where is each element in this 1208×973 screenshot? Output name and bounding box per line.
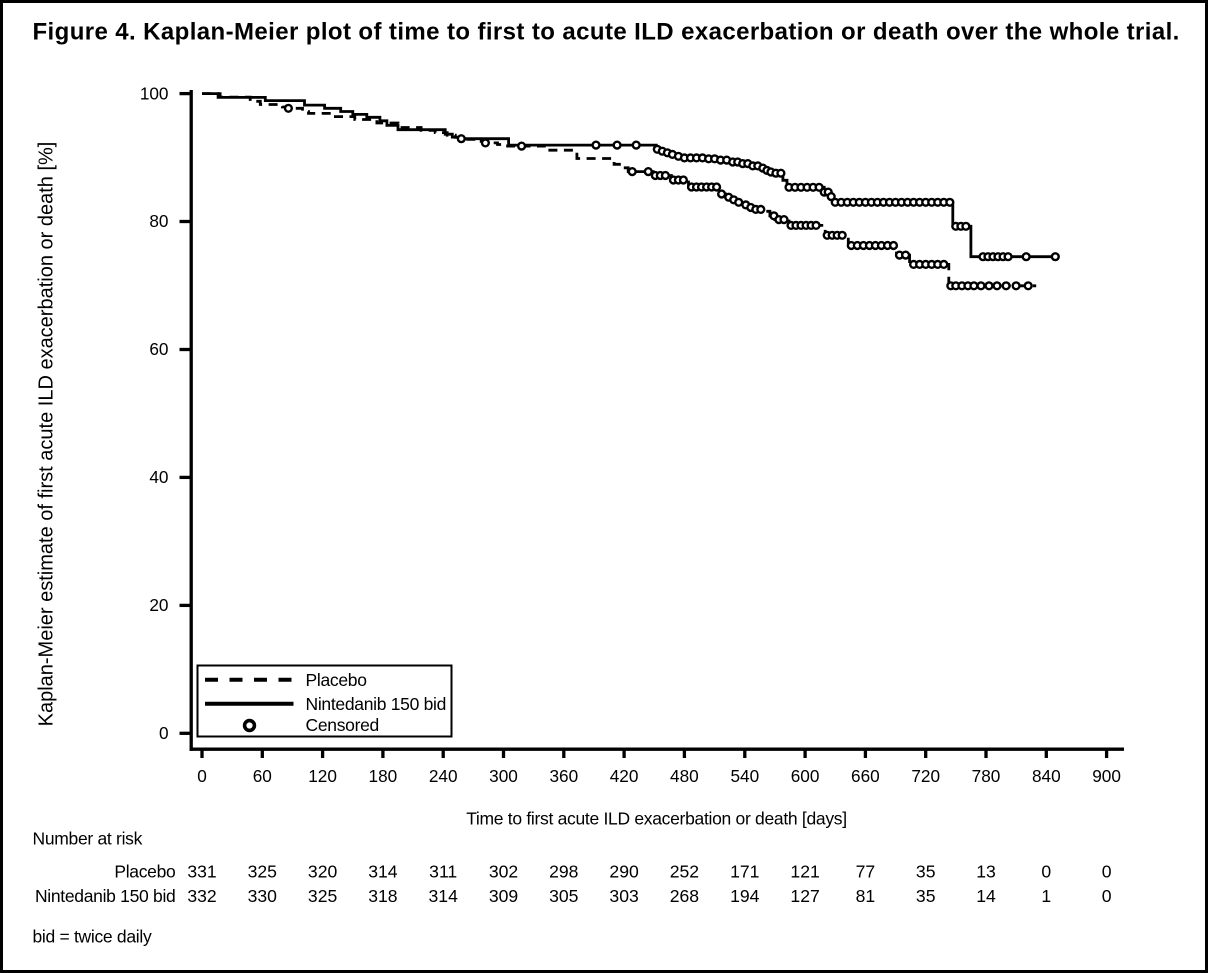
svg-text:0: 0	[1102, 886, 1112, 906]
svg-text:20: 20	[149, 595, 168, 615]
svg-text:305: 305	[549, 886, 579, 906]
svg-text:840: 840	[1032, 766, 1061, 786]
svg-text:252: 252	[670, 862, 699, 882]
svg-text:0: 0	[1102, 862, 1112, 882]
svg-text:Time to first acute ILD exacer: Time to first acute ILD exacerbation or …	[466, 809, 847, 829]
svg-text:120: 120	[308, 766, 337, 786]
svg-text:Kaplan-Meier estimate of first: Kaplan-Meier estimate of first acute ILD…	[36, 142, 58, 727]
svg-text:Nintedanib 150 bid: Nintedanib 150 bid	[35, 886, 176, 906]
svg-text:720: 720	[911, 766, 940, 786]
svg-text:171: 171	[730, 862, 759, 882]
svg-text:35: 35	[916, 886, 936, 906]
svg-text:Placebo: Placebo	[306, 670, 367, 690]
svg-text:303: 303	[609, 886, 639, 906]
svg-text:Figure 4. Kaplan-Meier plot of: Figure 4. Kaplan-Meier plot of time to f…	[33, 19, 1180, 46]
svg-text:330: 330	[248, 886, 278, 906]
svg-text:100: 100	[140, 83, 169, 103]
svg-text:81: 81	[856, 886, 876, 906]
svg-text:780: 780	[972, 766, 1001, 786]
svg-text:268: 268	[670, 886, 700, 906]
svg-text:302: 302	[489, 862, 518, 882]
svg-text:240: 240	[429, 766, 458, 786]
svg-text:35: 35	[916, 862, 936, 882]
svg-text:1: 1	[1041, 886, 1051, 906]
svg-text:600: 600	[791, 766, 820, 786]
svg-text:298: 298	[549, 862, 579, 882]
svg-text:13: 13	[976, 862, 996, 882]
svg-text:180: 180	[369, 766, 398, 786]
svg-text:420: 420	[610, 766, 639, 786]
svg-text:318: 318	[368, 886, 398, 906]
svg-text:0: 0	[159, 723, 169, 743]
svg-text:60: 60	[253, 766, 272, 786]
svg-text:0: 0	[1041, 862, 1051, 882]
svg-text:660: 660	[851, 766, 880, 786]
svg-text:320: 320	[308, 862, 338, 882]
svg-text:331: 331	[187, 862, 216, 882]
svg-text:194: 194	[730, 886, 760, 906]
svg-text:300: 300	[489, 766, 518, 786]
svg-text:121: 121	[790, 862, 819, 882]
svg-text:480: 480	[670, 766, 699, 786]
svg-text:325: 325	[248, 862, 278, 882]
svg-text:60: 60	[149, 339, 168, 359]
svg-text:309: 309	[489, 886, 518, 906]
svg-text:40: 40	[149, 467, 168, 487]
svg-text:900: 900	[1092, 766, 1121, 786]
svg-text:Placebo: Placebo	[114, 862, 175, 882]
svg-text:540: 540	[730, 766, 759, 786]
svg-text:290: 290	[609, 862, 639, 882]
svg-text:77: 77	[856, 862, 876, 882]
svg-text:14: 14	[976, 886, 996, 906]
svg-text:314: 314	[368, 862, 398, 882]
svg-text:bid = twice daily: bid = twice daily	[33, 927, 152, 947]
svg-text:0: 0	[197, 766, 207, 786]
svg-text:325: 325	[308, 886, 338, 906]
svg-text:360: 360	[549, 766, 578, 786]
svg-text:Nintedanib 150 bid: Nintedanib 150 bid	[306, 694, 447, 714]
svg-text:332: 332	[187, 886, 216, 906]
svg-text:Number at risk: Number at risk	[33, 829, 143, 849]
svg-text:80: 80	[149, 211, 168, 231]
svg-text:127: 127	[790, 886, 819, 906]
svg-text:311: 311	[429, 862, 457, 882]
svg-text:314: 314	[429, 886, 459, 906]
svg-text:Censored: Censored	[306, 715, 379, 735]
